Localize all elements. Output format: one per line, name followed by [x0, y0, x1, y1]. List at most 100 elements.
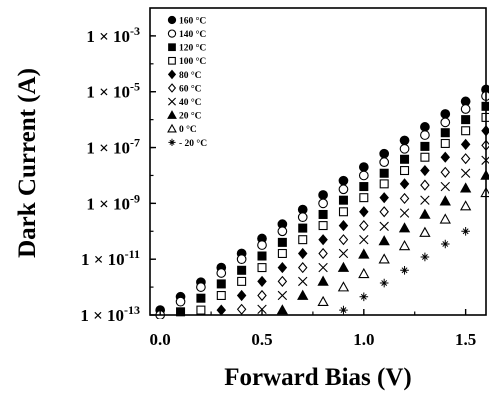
data-point	[461, 115, 471, 125]
data-point	[318, 190, 328, 200]
legend-item: 80 °C	[167, 69, 202, 81]
data-point	[236, 254, 247, 265]
data-point	[338, 195, 348, 205]
data-point	[379, 221, 389, 232]
series-10	[339, 226, 470, 315]
data-point	[439, 195, 451, 206]
series-9	[317, 186, 489, 307]
data-point	[439, 213, 451, 224]
data-point	[216, 290, 226, 300]
data-point	[399, 208, 410, 218]
legend-marker	[167, 29, 177, 38]
data-point	[298, 235, 308, 245]
legend-marker	[168, 138, 176, 146]
data-marks	[155, 84, 489, 319]
data-point	[398, 240, 411, 251]
data-point	[277, 290, 288, 301]
data-point	[277, 248, 287, 258]
data-point	[459, 182, 472, 193]
data-point	[358, 162, 369, 172]
legend-label: 40 °C	[179, 97, 202, 108]
data-point	[318, 221, 328, 231]
series-6	[236, 139, 489, 315]
data-point	[440, 151, 451, 163]
axes: 0.0 0.5 1.0 1.5 1 × 10-13 1 × 10-11 1 × 10-9 1 …	[80, 24, 476, 349]
legend-marker	[168, 43, 176, 52]
data-point	[338, 234, 349, 246]
legend-item: 0 °C	[167, 123, 197, 135]
data-point	[196, 282, 206, 292]
data-point	[460, 153, 471, 165]
data-point	[216, 268, 227, 278]
data-point	[440, 128, 450, 138]
data-point	[317, 295, 329, 307]
x-tick-label: 0.5	[251, 330, 272, 349]
data-point	[379, 179, 389, 189]
data-point	[358, 248, 370, 259]
data-point	[379, 192, 389, 204]
data-point	[379, 278, 389, 288]
data-point	[359, 234, 369, 245]
data-point	[297, 289, 309, 300]
data-point	[359, 206, 369, 218]
data-point	[317, 275, 329, 286]
plot-frame	[149, 7, 487, 316]
data-point	[318, 262, 328, 273]
y-tick-label: 1 × 10-3	[86, 24, 140, 46]
data-point	[196, 293, 206, 303]
data-point	[440, 239, 450, 249]
data-point	[339, 305, 348, 315]
data-point	[196, 305, 206, 315]
legend-item: 100 °C	[168, 56, 206, 67]
legend-label: 80 °C	[179, 70, 202, 81]
data-point	[419, 226, 431, 237]
data-point	[440, 138, 450, 148]
data-point	[175, 296, 186, 307]
data-point	[277, 262, 288, 274]
x-tick-label: 1.5	[455, 330, 476, 349]
data-point	[420, 252, 430, 262]
data-point	[420, 152, 430, 162]
data-point	[338, 175, 349, 186]
data-point	[399, 135, 410, 146]
data-point	[216, 304, 227, 316]
data-point	[318, 198, 328, 209]
data-point	[460, 168, 471, 178]
legend-label: 140 °C	[179, 29, 206, 40]
data-point	[440, 181, 450, 192]
series-5	[216, 125, 489, 316]
data-point	[337, 261, 350, 272]
data-point	[338, 219, 349, 232]
data-point	[359, 182, 369, 192]
data-point	[379, 148, 390, 159]
data-point	[480, 169, 489, 180]
data-point	[276, 304, 289, 315]
data-point	[277, 226, 288, 237]
legend-label: 160 °C	[179, 15, 206, 26]
legend-marker	[167, 110, 177, 119]
data-point	[237, 265, 247, 275]
y-tick-label: 1 × 10-11	[81, 247, 140, 269]
legend-marker	[167, 123, 177, 133]
data-point	[398, 222, 411, 233]
data-point	[359, 193, 369, 203]
data-point	[379, 157, 390, 167]
x-tick-label: 0.0	[150, 330, 171, 349]
y-tick-label: 1 × 10-7	[86, 136, 140, 158]
data-point	[338, 184, 349, 195]
legend: 160 °C 140 °C 120 °C 100 °C 80 °C 60 °C 40 °C 2…	[167, 15, 207, 149]
data-point	[440, 109, 451, 119]
series-3	[176, 101, 489, 317]
data-point	[236, 289, 247, 302]
data-point	[420, 164, 430, 177]
data-point	[277, 275, 288, 287]
series-2	[155, 91, 489, 319]
legend-label: 20 °C	[179, 111, 202, 122]
y-axis-title: Dark Current (A)	[14, 68, 41, 258]
data-point	[236, 303, 247, 315]
data-point	[257, 289, 267, 302]
data-point	[237, 276, 247, 286]
data-point	[298, 276, 308, 287]
data-point	[480, 186, 489, 198]
legend-marker	[167, 83, 177, 93]
